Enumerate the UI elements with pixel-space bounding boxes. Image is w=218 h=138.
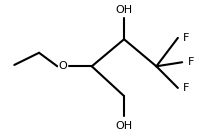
Text: F: F <box>183 33 190 43</box>
Text: OH: OH <box>116 5 133 14</box>
Text: F: F <box>183 83 190 93</box>
Text: O: O <box>58 61 67 71</box>
Text: OH: OH <box>116 121 133 131</box>
Text: F: F <box>188 57 194 67</box>
